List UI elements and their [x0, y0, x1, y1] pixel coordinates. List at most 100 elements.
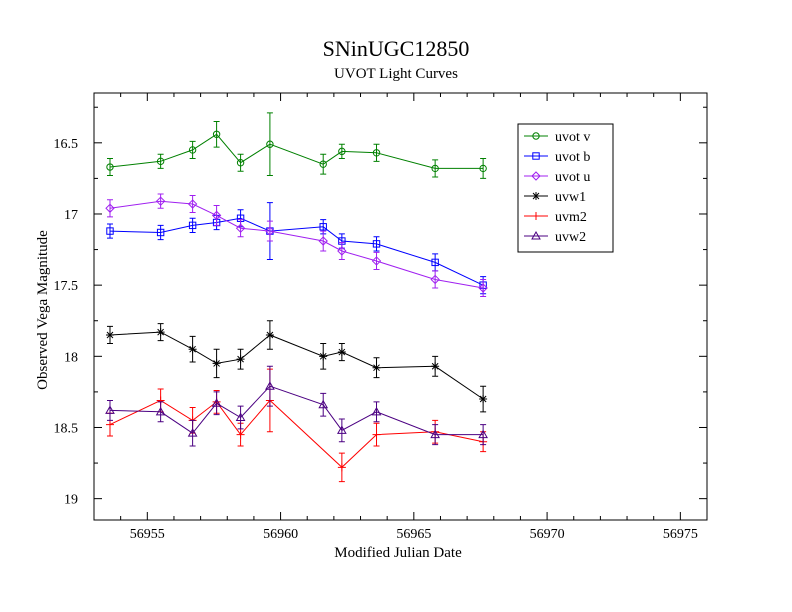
x-axis-label: Modified Julian Date [334, 545, 462, 561]
data-point-triangle [105, 405, 115, 414]
legend-label: uvw2 [555, 230, 586, 245]
legend-label: uvot b [555, 150, 590, 165]
error-bar [320, 230, 327, 252]
data-point-circle [156, 157, 165, 166]
error-bar [480, 424, 487, 446]
error-bar [320, 153, 327, 175]
data-point-diamond [531, 171, 541, 181]
data-point-diamond [235, 223, 246, 233]
data-point-plus [105, 420, 114, 429]
data-point-star [156, 328, 165, 337]
data-point-triangle [187, 428, 198, 437]
data-point-square [188, 221, 197, 230]
data-point-diamond [105, 203, 115, 213]
data-point-circle [266, 140, 274, 148]
data-point-star [479, 395, 488, 404]
data-point-triangle [211, 398, 222, 407]
data-point-diamond [478, 283, 488, 293]
error-bar [266, 112, 273, 177]
data-point-triangle [337, 425, 347, 434]
data-point-circle [188, 146, 197, 154]
error-bar [106, 223, 113, 239]
error-bar [266, 220, 273, 242]
x-tick-label: 56965 [396, 527, 431, 542]
error-bar [213, 391, 220, 416]
legend-box [517, 123, 614, 253]
data-point-circle [319, 160, 327, 168]
error-bar [373, 236, 380, 252]
error-bar [320, 392, 327, 417]
y-tick-label: 17 [64, 208, 78, 223]
data-point-square [532, 152, 540, 160]
plot-area: 56955 56960 56965 56970 56975 16.5 17 17.5 18 18.… [54, 92, 708, 542]
data-point-star [337, 348, 346, 357]
error-bar [432, 159, 439, 178]
error-bar [237, 405, 244, 430]
error-bar [338, 418, 345, 443]
data-point-circle [532, 132, 540, 140]
legend-label: uvot v [555, 130, 590, 145]
data-point-star [431, 362, 440, 371]
data-point-triangle [318, 399, 329, 409]
data-point-circle [212, 130, 221, 138]
data-point-diamond [265, 226, 275, 236]
data-point-square [372, 240, 381, 248]
legend-label: uvm2 [555, 210, 587, 225]
error-bar [106, 199, 113, 218]
error-bar [266, 365, 273, 407]
y-tick-label: 19 [64, 493, 78, 508]
error-bar [157, 153, 164, 169]
data-point-star [265, 330, 274, 339]
error-bar [237, 219, 244, 238]
data-point-star [188, 345, 197, 354]
legend: uvot v uvot b uvot u uvw1 uvm2 uvw2 [517, 123, 614, 253]
error-bar [338, 241, 345, 261]
y-tick-label: 18 [64, 350, 78, 365]
data-point-star [532, 192, 540, 200]
y-tick-label: 17.5 [54, 279, 79, 294]
data-point-star [105, 330, 114, 339]
error-bar [106, 399, 113, 421]
data-point-circle [338, 147, 346, 156]
data-point-square [156, 228, 165, 237]
data-point-diamond [371, 256, 382, 266]
error-bar [373, 251, 380, 270]
error-bar [432, 424, 439, 446]
error-bar [373, 143, 380, 162]
data-point-diamond [318, 236, 328, 246]
data-point-circle [106, 163, 114, 171]
error-bar [157, 224, 164, 241]
error-bar [189, 419, 196, 447]
chart-title: SNinUGC12850 [323, 36, 470, 61]
legend-label: uvot u [555, 170, 590, 185]
error-bar [106, 157, 113, 177]
data-point-circle [479, 164, 487, 173]
data-point-triangle [430, 429, 441, 439]
data-point-triangle [531, 230, 541, 240]
data-point-star [372, 363, 381, 372]
data-point-star [236, 355, 245, 364]
legend-label: uvw1 [555, 190, 586, 205]
data-point-star [319, 352, 328, 361]
data-point-circle [236, 159, 245, 167]
x-tick-label: 56955 [130, 527, 165, 542]
error-bar [338, 143, 345, 159]
data-point-circle [372, 149, 381, 157]
error-bar [189, 194, 196, 214]
y-tick-label: 18.5 [54, 421, 79, 436]
x-tick-label: 56960 [263, 527, 298, 542]
x-tick-label: 56970 [530, 527, 565, 542]
series-line-uvm2 [109, 399, 484, 468]
data-point-triangle [478, 429, 488, 439]
data-point-triangle [371, 406, 382, 416]
error-bar [189, 140, 196, 159]
data-point-diamond [211, 210, 222, 221]
error-bar [157, 193, 164, 209]
data-point-plus [372, 430, 381, 439]
data-point-square [319, 223, 327, 231]
y-axis-label: Observed Vega Magnitude [35, 230, 51, 390]
error-bar [480, 157, 487, 179]
data-point-plus [337, 463, 346, 472]
data-point-square [431, 258, 439, 267]
